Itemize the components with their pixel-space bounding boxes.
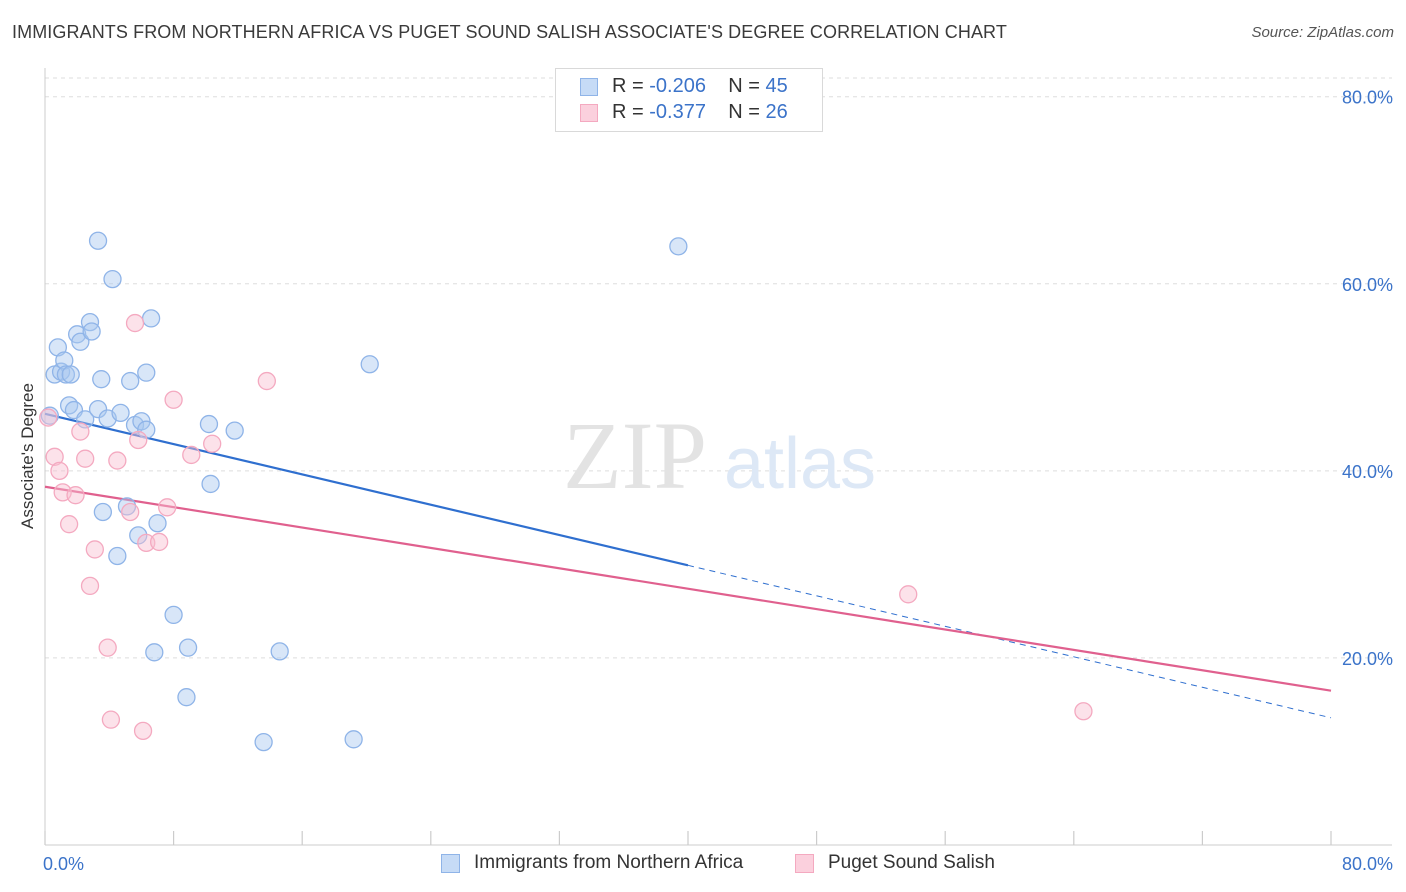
legend-r-label: R = bbox=[612, 101, 644, 123]
y-axis-label: Associate's Degree bbox=[18, 383, 37, 529]
data-point-africa bbox=[178, 638, 198, 657]
data-point-africa bbox=[108, 546, 127, 566]
legend-n-label: N = bbox=[728, 101, 760, 123]
data-point-africa bbox=[199, 414, 219, 434]
trend-line-africa-projection bbox=[687, 564, 1332, 719]
data-point-salish bbox=[149, 532, 169, 552]
source-label: Source: ZipAtlas.com bbox=[1251, 24, 1394, 41]
y-tick-label: 20.0% bbox=[1342, 649, 1393, 669]
axes bbox=[44, 68, 1392, 846]
legend-r-value: -0.377 bbox=[649, 101, 706, 123]
data-point-africa bbox=[93, 502, 113, 522]
data-point-salish bbox=[98, 638, 117, 657]
y-tick-label: 80.0% bbox=[1342, 88, 1393, 108]
data-point-salish bbox=[1074, 702, 1093, 721]
data-point-africa bbox=[92, 370, 111, 389]
data-point-africa bbox=[56, 365, 76, 384]
bottom-legend-swatch-salish bbox=[795, 854, 814, 873]
legend: R = -0.206 N = 45 R = -0.377 N = 26 bbox=[555, 68, 823, 132]
data-point-salish bbox=[85, 540, 104, 559]
watermark-zip: ZIP bbox=[563, 402, 707, 509]
data-point-africa bbox=[82, 322, 101, 341]
data-point-salish bbox=[66, 486, 85, 505]
data-point-africa bbox=[80, 312, 100, 332]
legend-n-value: 26 bbox=[765, 101, 788, 123]
data-point-salish bbox=[39, 408, 58, 427]
data-point-africa bbox=[177, 688, 196, 707]
data-points bbox=[39, 231, 1093, 752]
data-point-africa bbox=[71, 332, 90, 351]
data-point-africa bbox=[164, 605, 183, 625]
data-point-salish bbox=[137, 533, 156, 553]
data-point-africa bbox=[360, 355, 379, 374]
bottom-legend-label-salish: Puget Sound Salish bbox=[828, 852, 995, 873]
data-point-africa bbox=[61, 365, 80, 384]
data-point-africa bbox=[137, 363, 156, 382]
data-point-salish bbox=[121, 502, 140, 522]
data-point-africa bbox=[117, 497, 137, 516]
data-point-africa bbox=[145, 643, 164, 662]
watermark-atlas: atlas bbox=[724, 424, 876, 504]
legend-r-value: -0.206 bbox=[649, 75, 706, 97]
data-point-africa bbox=[121, 371, 140, 391]
data-point-salish bbox=[45, 447, 64, 466]
x-tick-label-max: 80.0% bbox=[1342, 854, 1393, 874]
data-point-africa bbox=[148, 514, 167, 533]
data-point-salish bbox=[108, 451, 127, 470]
data-point-africa bbox=[270, 642, 289, 661]
legend-n-label: N = bbox=[728, 75, 760, 97]
data-point-africa bbox=[103, 269, 122, 289]
data-point-salish bbox=[164, 390, 183, 409]
data-point-salish bbox=[133, 721, 153, 741]
data-point-africa bbox=[111, 403, 130, 423]
y-tick-label: 60.0% bbox=[1342, 275, 1393, 295]
data-point-salish bbox=[203, 434, 222, 453]
data-point-africa bbox=[344, 730, 363, 749]
watermark: ZIP atlas bbox=[563, 402, 876, 509]
data-point-salish bbox=[76, 449, 95, 468]
trend-line-salish bbox=[44, 485, 1332, 692]
data-point-africa bbox=[132, 412, 151, 431]
data-point-africa bbox=[254, 732, 273, 752]
data-point-salish bbox=[59, 515, 79, 534]
legend-swatch-africa bbox=[580, 78, 598, 96]
legend-n-value: 45 bbox=[765, 75, 788, 97]
data-point-salish bbox=[129, 430, 148, 450]
data-point-salish bbox=[257, 371, 276, 391]
bottom-legend-label-africa: Immigrants from Northern Africa bbox=[474, 852, 744, 873]
x-tick-label-min: 0.0% bbox=[43, 854, 84, 874]
data-point-africa bbox=[669, 237, 688, 256]
data-point-salish bbox=[125, 313, 145, 333]
data-point-africa bbox=[225, 421, 244, 440]
data-point-salish bbox=[50, 461, 69, 481]
data-point-salish bbox=[101, 710, 121, 729]
data-point-africa bbox=[201, 474, 220, 494]
tick-labels: 20.0% 40.0% 60.0% 80.0% 0.0% 80.0% bbox=[43, 88, 1393, 874]
data-point-africa bbox=[141, 309, 161, 328]
data-point-salish bbox=[158, 498, 177, 517]
data-point-africa bbox=[88, 231, 108, 250]
data-point-salish bbox=[182, 445, 201, 465]
data-point-salish bbox=[899, 585, 918, 604]
data-point-salish bbox=[71, 422, 90, 441]
chart-title: IMMIGRANTS FROM NORTHERN AFRICA VS PUGET… bbox=[12, 22, 1007, 42]
y-tick-label: 40.0% bbox=[1342, 462, 1393, 482]
data-point-africa bbox=[88, 399, 108, 419]
bottom-legend-swatch-africa bbox=[441, 854, 460, 873]
grid-lines bbox=[45, 77, 1392, 659]
trend-line-africa bbox=[44, 412, 689, 567]
trend-lines bbox=[44, 412, 1332, 719]
legend-swatch-salish bbox=[580, 104, 598, 122]
legend-r-label: R = bbox=[612, 75, 644, 97]
data-point-salish bbox=[80, 576, 100, 596]
